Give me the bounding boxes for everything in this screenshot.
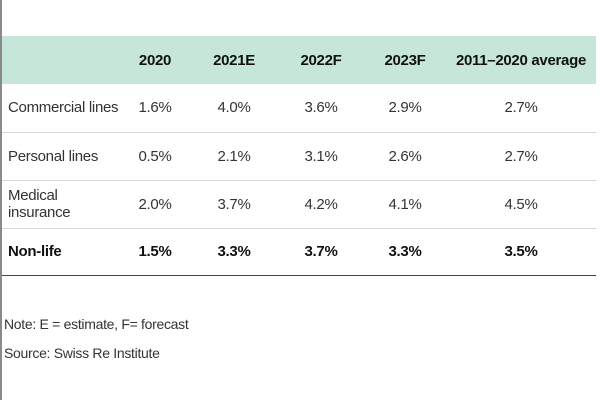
table-cell: 3.6% — [304, 99, 338, 117]
table-cell: 4.2% — [304, 195, 338, 213]
row-label: Non-life — [8, 243, 62, 260]
table-cell: 3.7% — [304, 243, 338, 260]
header-cell-2022f: 2022F — [300, 51, 342, 69]
premium-growth-table: 2020 2021E 2022F 2023F 2011–2020 average… — [2, 36, 596, 276]
row-label: Personal lines — [8, 147, 99, 165]
table-cell: 3.3% — [388, 243, 422, 260]
table-cell: 2.6% — [388, 147, 422, 165]
table-cell: 4.0% — [217, 99, 251, 117]
table-cell: 2.1% — [217, 147, 251, 165]
left-border — [0, 0, 2, 400]
header-cell-2023f: 2023F — [384, 51, 426, 69]
table-cell: 2.7% — [504, 99, 538, 117]
row-label: Medical insurance — [8, 187, 71, 221]
table-cell: 0.5% — [138, 147, 172, 165]
source-text: Source: Swiss Re Institute — [4, 345, 160, 361]
row-label: Commercial lines — [8, 99, 119, 117]
table-cell: 3.3% — [217, 243, 251, 260]
table-cell: 2.7% — [504, 147, 538, 165]
table-cell: 1.6% — [138, 99, 172, 117]
table-header-row: 2020 2021E 2022F 2023F 2011–2020 average — [2, 36, 596, 84]
table-row-total: Non-life 1.5% 3.3% 3.7% 3.3% 3.5% — [2, 228, 596, 275]
header-cell-2020: 2020 — [138, 51, 172, 69]
table-cell: 3.5% — [504, 243, 538, 260]
table-cell: 4.5% — [504, 195, 538, 213]
header-cell-blank — [2, 36, 120, 84]
table-cell: 2.9% — [388, 99, 422, 117]
table-row: Commercial lines 1.6% 4.0% 3.6% 2.9% 2.7… — [2, 84, 596, 132]
table-row: Personal lines 0.5% 2.1% 3.1% 2.6% 2.7% — [2, 132, 596, 180]
table-row: Medical insurance 2.0% 3.7% 4.2% 4.1% 4.… — [2, 180, 596, 228]
table-cell: 3.1% — [304, 147, 338, 165]
table-cell: 1.5% — [138, 243, 172, 260]
note-text: Note: E = estimate, F= forecast — [4, 316, 189, 332]
header-cell-2021e: 2021E — [213, 51, 255, 69]
table-cell: 4.1% — [388, 195, 422, 213]
table-cell: 2.0% — [138, 195, 172, 213]
header-cell-average: 2011–2020 average — [455, 51, 587, 69]
table-notes: Note: E = estimate, F= forecast Source: … — [4, 310, 189, 368]
table-cell: 3.7% — [217, 195, 251, 213]
